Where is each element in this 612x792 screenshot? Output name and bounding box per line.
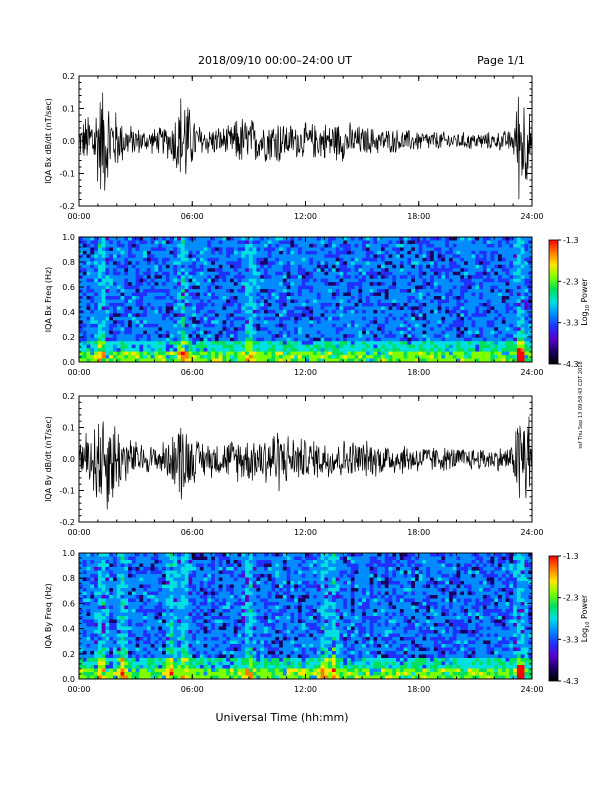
y-tick-label: 0.0 — [62, 358, 75, 367]
y-tick-label: -0.1 — [59, 170, 75, 179]
colorbar-tick-label: -1.3 — [563, 236, 579, 245]
by-spectrogram-panel: 00:00 06:00 12:00 18:00 24:00 1.0 0.8 0.6 0.4 0.2… — [44, 549, 544, 694]
y-tick-label: 0.2 — [62, 72, 75, 81]
x-tick-label: 00:00 — [67, 685, 90, 694]
colorbar-tick-label: -2.3 — [563, 277, 579, 286]
spectrogram-cells — [79, 237, 533, 363]
figure-title: 2018/09/10 00:00–24:00 UT — [198, 54, 352, 67]
y-axis-label: IQA By Freq (Hz) — [44, 583, 53, 649]
y-tick-label: -0.2 — [59, 518, 75, 527]
colorbar-tick-label: -3.3 — [563, 319, 579, 328]
y-tick-label: 1.0 — [62, 233, 75, 242]
x-tick-label: 12:00 — [294, 528, 317, 537]
x-tick-label: 06:00 — [181, 528, 204, 537]
signal-trace — [79, 416, 532, 510]
y-tick-label: 0.0 — [62, 455, 75, 464]
x-tick-label: 06:00 — [181, 685, 204, 694]
x-tick-label: 06:00 — [181, 212, 204, 221]
colorbar-tick-label: -3.3 — [563, 635, 579, 644]
bx-spectrogram-panel: 00:00 06:00 12:00 18:00 24:00 1.0 0.8 0.6 0.4 0.2… — [44, 233, 544, 377]
colorbar-scale — [548, 555, 559, 682]
x-tick-label: 24:00 — [520, 528, 543, 537]
spectrogram-cells — [79, 553, 533, 680]
x-tick-label: 18:00 — [407, 368, 430, 377]
page-number: Page 1/1 — [477, 54, 525, 67]
y-tick-label: 0.4 — [62, 308, 75, 317]
x-tick-label: 00:00 — [67, 368, 90, 377]
colorbar-bx: -1.3 -2.3 -3.3 -4.3 Log10 Power — [548, 236, 591, 369]
y-axis-label: IQA Bx Freq (Hz) — [44, 267, 53, 333]
x-tick-label: 06:00 — [181, 368, 204, 377]
y-tick-label: 0.0 — [62, 137, 75, 146]
bx-dbdt-panel: 00:00 06:00 12:00 18:00 24:00 0.2 0.1 0.0 -0.1 -0… — [44, 72, 544, 221]
x-tick-label: 18:00 — [407, 212, 430, 221]
colorbar-scale — [548, 239, 559, 365]
colorbar-tick-label: -4.3 — [563, 360, 579, 369]
y-tick-label: 0.8 — [62, 574, 75, 583]
x-tick-label: 00:00 — [67, 212, 90, 221]
colorbar-label: Log10 Power — [580, 278, 591, 326]
by-dbdt-panel: 00:00 06:00 12:00 18:00 24:00 0.2 0.1 0.0 -0.1 -0… — [44, 392, 544, 537]
y-axis-label: IQA By dB/dt (nT/sec) — [44, 416, 53, 502]
colorbar-tick-label: -1.3 — [563, 552, 579, 561]
y-axis-label: IQA Bx dB/dt (nT/sec) — [44, 98, 53, 184]
x-axis-label: Universal Time (hh:mm) — [216, 711, 349, 724]
y-tick-label: 0.2 — [62, 333, 75, 342]
x-tick-label: 24:00 — [520, 212, 543, 221]
y-tick-label: 0.4 — [62, 625, 75, 634]
colorbar-by: -1.3 -2.3 -3.3 -4.3 Log10 Power — [548, 552, 591, 686]
x-tick-label: 12:00 — [294, 685, 317, 694]
y-tick-label: 0.6 — [62, 599, 75, 608]
y-tick-label: 0.6 — [62, 283, 75, 292]
y-tick-label: 0.2 — [62, 392, 75, 401]
y-tick-label: 0.1 — [62, 424, 75, 433]
generation-note: ssf Thu Sep 13 09:58:43 CDT 2018 — [578, 361, 584, 448]
x-tick-label: 24:00 — [520, 685, 543, 694]
x-tick-label: 00:00 — [67, 528, 90, 537]
y-tick-label: -0.2 — [59, 202, 75, 211]
x-tick-label: 18:00 — [407, 685, 430, 694]
x-tick-label: 12:00 — [294, 212, 317, 221]
y-tick-label: -0.1 — [59, 487, 75, 496]
colorbar-tick-label: -2.3 — [563, 594, 579, 603]
colorbar-tick-label: -4.3 — [563, 677, 579, 686]
x-tick-label: 18:00 — [407, 528, 430, 537]
y-tick-label: 1.0 — [62, 549, 75, 558]
y-tick-label: 0.0 — [62, 675, 75, 684]
y-tick-label: 0.1 — [62, 105, 75, 114]
x-tick-label: 24:00 — [520, 368, 543, 377]
y-tick-label: 0.2 — [62, 650, 75, 659]
signal-trace — [79, 92, 532, 200]
y-tick-label: 0.8 — [62, 258, 75, 267]
colorbar-label: Log10 Power — [580, 594, 591, 642]
x-tick-label: 12:00 — [294, 368, 317, 377]
